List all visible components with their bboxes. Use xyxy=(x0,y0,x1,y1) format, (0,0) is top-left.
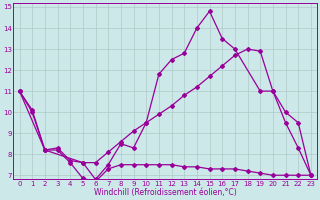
X-axis label: Windchill (Refroidissement éolien,°C): Windchill (Refroidissement éolien,°C) xyxy=(94,188,236,197)
